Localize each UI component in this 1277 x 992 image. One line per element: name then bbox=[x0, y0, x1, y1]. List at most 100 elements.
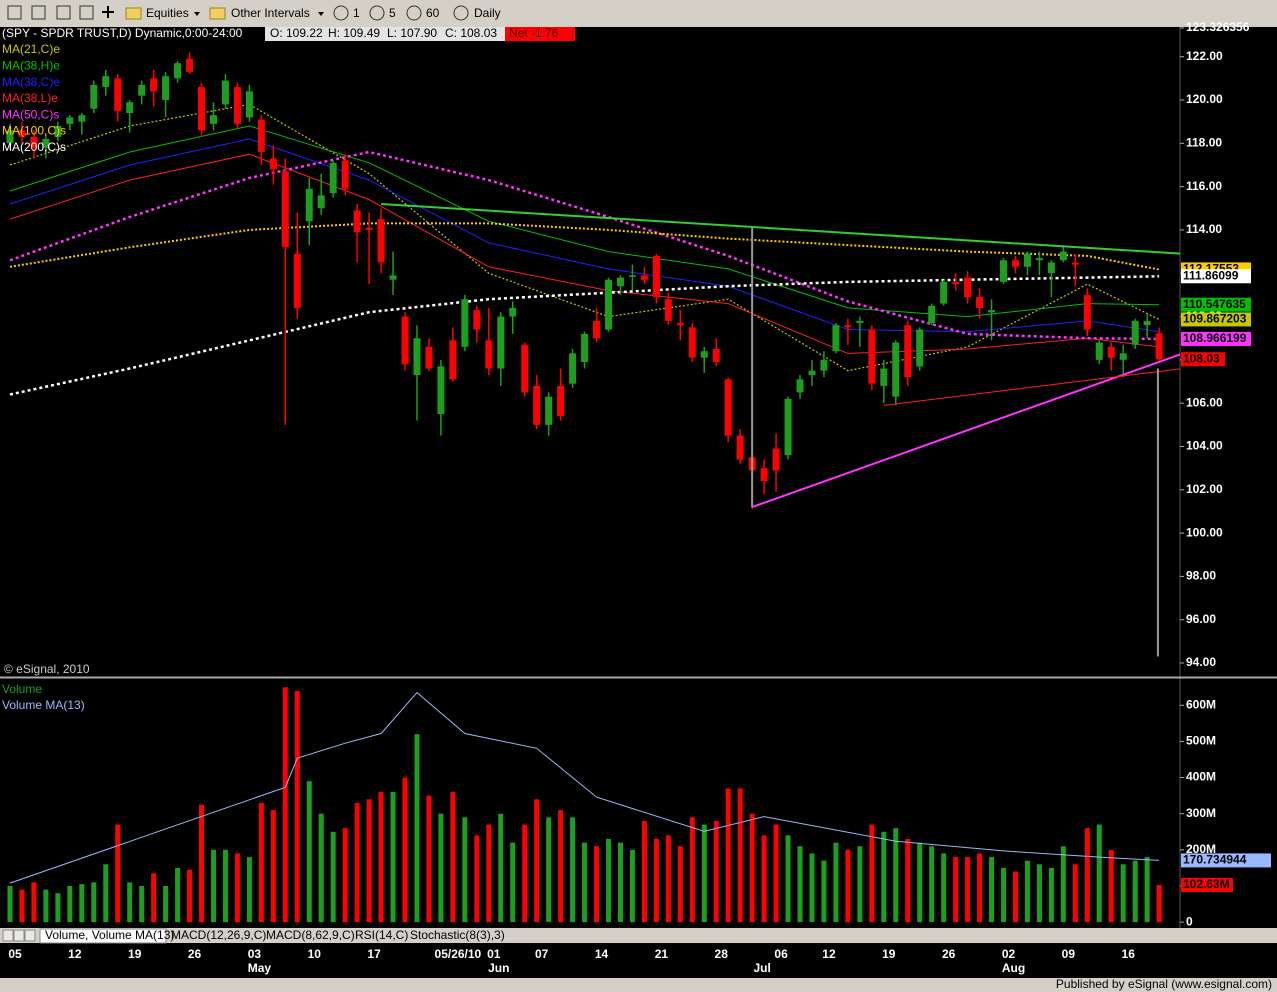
icon[interactable] bbox=[369, 5, 385, 21]
last-price: 108.03 bbox=[1183, 351, 1220, 365]
axes: 123.326356 122.00 120.00 118.00 116.00 114.00… bbox=[2, 20, 1271, 975]
candle-body bbox=[1071, 262, 1079, 265]
scroll-button[interactable] bbox=[24, 929, 36, 942]
legend-entry: MA(50,C)s bbox=[2, 107, 59, 121]
dropdown-arrow[interactable] bbox=[318, 12, 324, 16]
tab-bar: Volume, Volume MA(13) MACD(12,26,9,C) MA… bbox=[0, 928, 1277, 944]
x-tick-label: 12 bbox=[68, 947, 82, 961]
y-tick-label: 104.00 bbox=[1186, 439, 1223, 453]
button[interactable]: 5 bbox=[389, 6, 396, 20]
volume-bar bbox=[941, 853, 947, 923]
tab-label[interactable]: Stochastic(8(3),3) bbox=[410, 928, 505, 942]
volume-bar bbox=[79, 884, 85, 923]
volume-bar bbox=[617, 842, 623, 923]
y-tick-label: 123.326356 bbox=[1186, 20, 1250, 34]
candle-body bbox=[820, 359, 828, 371]
legend-entry: MA(38,H)e bbox=[2, 58, 60, 72]
candle-body bbox=[892, 342, 900, 397]
icon[interactable] bbox=[7, 5, 22, 20]
candle-body bbox=[245, 91, 253, 118]
tab-bar-bg bbox=[0, 928, 1277, 943]
scroll-button[interactable] bbox=[13, 929, 25, 942]
icon[interactable] bbox=[406, 5, 422, 21]
button[interactable]: Equities bbox=[146, 6, 189, 20]
candle-body bbox=[808, 370, 816, 376]
volume-bar bbox=[1012, 871, 1018, 923]
button[interactable]: Other Intervals bbox=[231, 6, 310, 20]
volume-bar bbox=[1060, 846, 1066, 923]
x-tick-label: 16 bbox=[1122, 947, 1136, 961]
candle-body bbox=[425, 346, 433, 369]
candle-body bbox=[437, 366, 445, 414]
volume-bar bbox=[474, 835, 480, 923]
volume-bar bbox=[438, 813, 444, 923]
volume-bar bbox=[701, 824, 707, 923]
volume-bar bbox=[378, 792, 384, 923]
toolbar-bg bbox=[0, 0, 1277, 27]
folder-icon[interactable] bbox=[209, 7, 226, 20]
volume-bar bbox=[163, 885, 169, 923]
x-tick-label: 05 bbox=[8, 947, 22, 961]
icon[interactable] bbox=[79, 5, 94, 20]
volume-bar bbox=[1096, 824, 1102, 923]
candle-body bbox=[162, 76, 170, 101]
month-label: Jun bbox=[488, 961, 509, 975]
folder-icon[interactable] bbox=[125, 7, 142, 20]
value-label-box bbox=[1181, 878, 1233, 893]
ohlc-box bbox=[265, 27, 505, 41]
candle-body bbox=[1083, 294, 1091, 330]
candle-body bbox=[1047, 262, 1055, 274]
candle-body bbox=[940, 281, 948, 304]
volume-bar bbox=[641, 820, 647, 923]
tab-label[interactable]: Volume, Volume MA(13) bbox=[45, 928, 174, 942]
month-label: Aug bbox=[1002, 961, 1025, 975]
candle-body bbox=[413, 338, 421, 376]
x-tick-label: 21 bbox=[655, 947, 669, 961]
scroll-button[interactable] bbox=[2, 929, 14, 942]
candle-body bbox=[988, 310, 996, 313]
tab-label[interactable]: MACD(8,62,9,C) bbox=[266, 928, 355, 942]
x-tick-label: 10 bbox=[308, 947, 322, 961]
button[interactable]: 1 bbox=[353, 6, 360, 20]
y-tick-label: 114.00 bbox=[1186, 222, 1222, 236]
candle-body bbox=[640, 275, 648, 280]
button[interactable]: Daily bbox=[474, 6, 501, 20]
x-tick-label: 06 bbox=[774, 947, 788, 961]
candle-body bbox=[281, 171, 289, 248]
candle-body bbox=[1107, 346, 1115, 358]
volume-bar bbox=[258, 802, 264, 923]
volume-bar bbox=[857, 846, 863, 923]
volume-bar bbox=[1120, 864, 1126, 923]
legend-entry: MA(100,C)s bbox=[2, 124, 66, 138]
candle-body bbox=[664, 299, 672, 321]
icon[interactable] bbox=[56, 5, 71, 20]
candle-body bbox=[676, 323, 684, 326]
y-tick-label: 600M bbox=[1186, 697, 1216, 711]
volume-bar bbox=[821, 860, 827, 923]
candle-body bbox=[209, 115, 217, 124]
candle-body bbox=[868, 329, 876, 384]
tab-label[interactable]: RSI(14,C) bbox=[355, 928, 408, 942]
icon[interactable] bbox=[31, 5, 46, 20]
icon[interactable] bbox=[102, 6, 114, 18]
volume-bar bbox=[773, 824, 779, 923]
candle-body bbox=[964, 277, 972, 298]
icon[interactable] bbox=[333, 5, 349, 21]
value-label: 109.867203 bbox=[1183, 312, 1247, 326]
candle-body bbox=[880, 368, 888, 386]
volume-bar bbox=[127, 882, 133, 923]
candle-body bbox=[401, 316, 409, 365]
candle-body bbox=[569, 353, 577, 384]
tab[interactable] bbox=[39, 928, 167, 944]
dropdown-arrow[interactable] bbox=[194, 12, 200, 16]
volume-bar bbox=[31, 882, 37, 923]
volume-bar bbox=[366, 799, 372, 923]
volume-bar bbox=[713, 820, 719, 923]
volume-bar bbox=[210, 849, 216, 923]
x-tick-label: 05/26/10 bbox=[435, 947, 482, 961]
button[interactable]: 60 bbox=[426, 6, 440, 20]
icon[interactable] bbox=[453, 5, 469, 21]
candle-body bbox=[449, 340, 457, 380]
tab-label[interactable]: MACD(12,26,9,C) bbox=[171, 928, 266, 942]
candle-body bbox=[712, 349, 720, 363]
